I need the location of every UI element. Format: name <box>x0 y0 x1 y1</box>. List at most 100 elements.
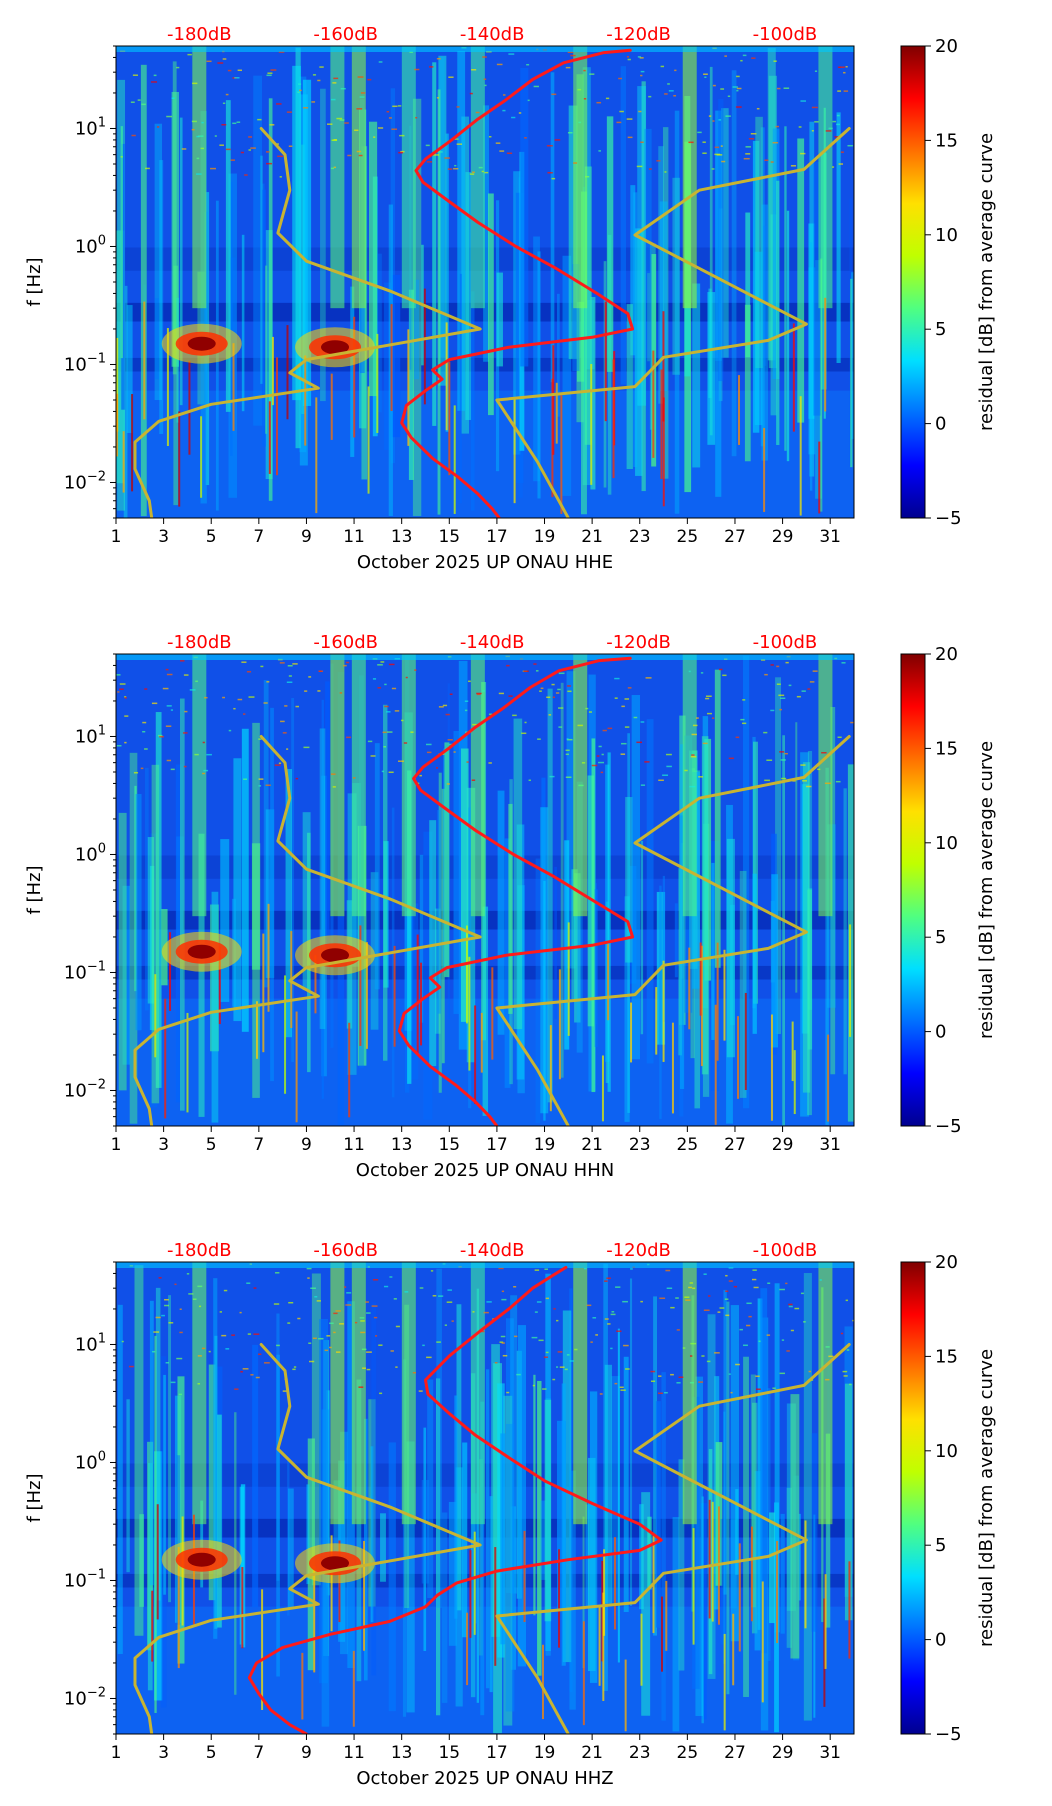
speckle <box>689 1282 693 1284</box>
speckle <box>778 694 785 697</box>
speckle <box>736 75 740 78</box>
transient-streak <box>131 394 134 492</box>
y-tick-label: 10−2 <box>64 1077 106 1101</box>
speckle <box>356 108 363 110</box>
noise-column <box>453 730 463 1014</box>
top-db-label: -140dB <box>460 24 525 45</box>
speckle <box>721 160 726 163</box>
speckle <box>419 774 422 777</box>
noise-column <box>154 123 163 401</box>
speckle <box>626 118 633 120</box>
speckle <box>621 705 625 708</box>
noise-column <box>795 722 798 993</box>
vertical-band <box>682 654 697 917</box>
speckle <box>772 141 779 144</box>
noise-column <box>155 712 162 1088</box>
noise-column <box>225 100 231 412</box>
transient-streak <box>453 405 456 514</box>
noise-column <box>730 1305 739 1642</box>
noise-column <box>825 767 829 1125</box>
noise-column <box>455 1467 463 1707</box>
noise-column <box>508 803 513 1014</box>
speckle <box>180 660 185 662</box>
speckle <box>469 92 473 95</box>
noise-column <box>850 278 853 468</box>
speckle <box>482 56 487 58</box>
speckle <box>523 670 529 672</box>
noise-column <box>380 1513 386 1582</box>
speckle <box>179 1331 183 1334</box>
speckle <box>151 702 158 705</box>
x-tick-label: 5 <box>206 1135 217 1155</box>
noise-column <box>240 1484 246 1648</box>
speckle <box>498 1267 504 1270</box>
noise-column <box>700 1503 707 1720</box>
noise-column <box>408 289 414 480</box>
noise-column <box>813 161 821 416</box>
speckle <box>306 1267 312 1270</box>
speckle <box>390 1350 394 1352</box>
transient-streak <box>164 998 167 1119</box>
speckle <box>527 99 530 102</box>
speckle <box>846 1349 850 1351</box>
speckle <box>336 117 343 120</box>
speckle <box>121 1340 124 1343</box>
transient-streak <box>151 1590 154 1662</box>
speckle <box>436 97 439 99</box>
transient-streak <box>791 1021 794 1082</box>
speckle <box>398 151 404 154</box>
noise-column <box>123 285 128 518</box>
speckle <box>674 69 677 72</box>
transient-streak <box>268 401 271 474</box>
speckle <box>528 779 531 782</box>
noise-column <box>772 128 780 380</box>
speckle <box>359 96 365 98</box>
transient-streak <box>188 360 191 455</box>
speckle <box>288 1301 294 1304</box>
noise-column <box>459 273 462 504</box>
noise-column <box>163 1374 166 1595</box>
speckle <box>124 696 127 698</box>
vertical-band <box>470 1262 485 1525</box>
speckle <box>730 1391 733 1394</box>
speckle <box>288 145 293 148</box>
transient-streak <box>603 1549 606 1636</box>
noise-column <box>374 743 380 990</box>
noise-column <box>661 1372 666 1721</box>
vertical-band <box>401 1262 416 1525</box>
speckle <box>196 173 202 175</box>
transient-streak <box>169 932 172 1011</box>
noise-column <box>720 108 729 358</box>
transient-streak <box>824 297 827 412</box>
speckle <box>600 771 604 774</box>
speckle <box>258 778 264 780</box>
colorbar: 20 15 10 5 0 −5 residual [dB] from average cur… <box>900 36 997 529</box>
transient-streak <box>166 328 169 447</box>
speckle <box>811 106 818 109</box>
speckle <box>574 1348 578 1351</box>
noise-column <box>140 64 147 517</box>
noise-column <box>480 1401 485 1716</box>
speckle <box>540 687 544 690</box>
speckle <box>758 1340 761 1343</box>
speckle <box>756 1388 761 1390</box>
speckle <box>708 115 712 117</box>
noise-column <box>370 1446 374 1623</box>
speckle <box>790 1329 794 1332</box>
transient-streak <box>601 1055 604 1122</box>
speckle <box>566 1354 570 1356</box>
transient-streak <box>313 1565 316 1673</box>
speckle <box>447 168 453 170</box>
transient-streak <box>393 945 396 1047</box>
vertical-band <box>330 46 345 309</box>
speckle <box>329 1322 334 1325</box>
noise-column <box>171 91 179 367</box>
speckle <box>360 92 366 94</box>
transient-streak <box>284 975 287 1094</box>
speckle <box>658 779 664 782</box>
speckle <box>191 120 197 123</box>
speckle <box>476 692 482 695</box>
noise-column <box>429 820 437 1067</box>
speckle <box>735 1363 740 1366</box>
vertical-band <box>470 654 485 917</box>
